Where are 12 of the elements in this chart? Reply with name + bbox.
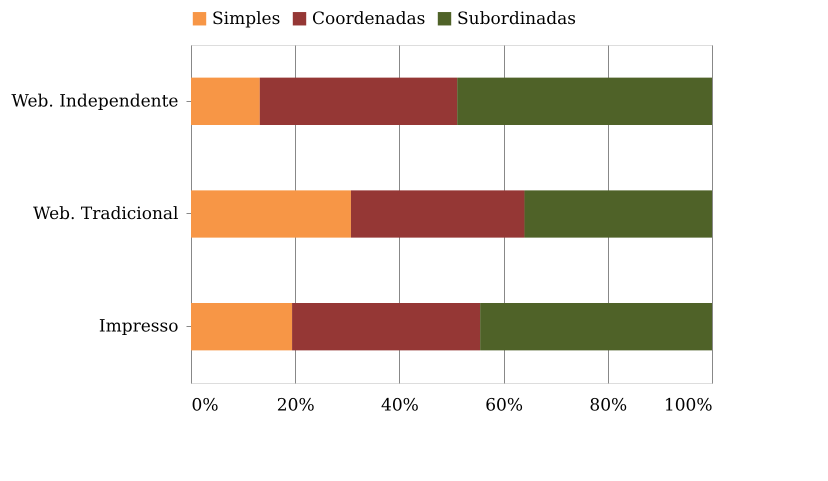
legend-label: Subordinadas (457, 8, 576, 29)
y-tick-label: Web. Tradicional (33, 204, 178, 224)
legend-label: Simples (212, 8, 280, 29)
legend-label: Coordenadas (312, 8, 426, 29)
y-tick-label: Impresso (98, 316, 178, 337)
x-tick-label: 20% (276, 396, 315, 416)
x-tick-label: 60% (485, 396, 523, 416)
x-tick-label: 100% (664, 396, 712, 416)
x-tick-label: 0% (192, 396, 218, 416)
x-tick-label: 80% (589, 396, 628, 416)
x-tick-label: 40% (381, 396, 419, 416)
y-tick-label: Web. Independente (11, 91, 178, 112)
